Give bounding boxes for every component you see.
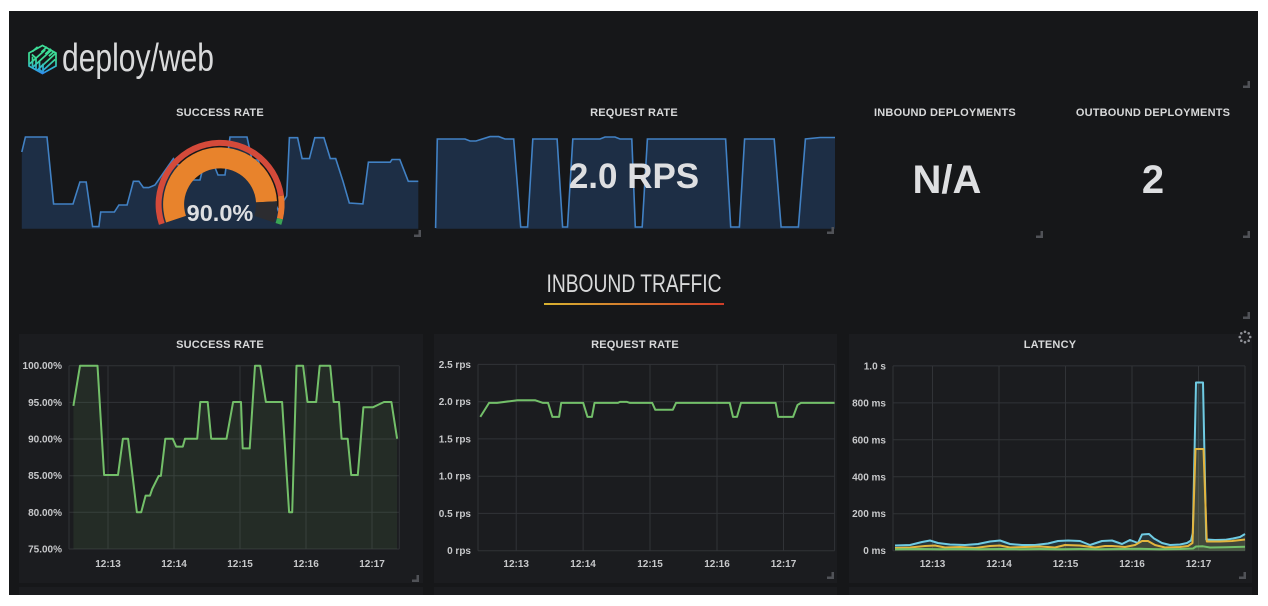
- svg-text:12:17: 12:17: [771, 559, 797, 570]
- svg-text:85.00%: 85.00%: [28, 471, 62, 482]
- svg-text:12:16: 12:16: [1119, 559, 1145, 570]
- svg-text:12:14: 12:14: [161, 559, 187, 570]
- svg-text:1.0 rps: 1.0 rps: [439, 472, 472, 483]
- svg-text:12:15: 12:15: [227, 559, 253, 570]
- svg-text:12:14: 12:14: [986, 559, 1012, 570]
- svg-text:12:13: 12:13: [95, 559, 121, 570]
- svg-text:0 ms: 0 ms: [863, 546, 886, 557]
- svg-text:600 ms: 600 ms: [852, 435, 886, 446]
- svg-text:2.5 rps: 2.5 rps: [439, 360, 472, 371]
- svg-text:12:17: 12:17: [359, 559, 385, 570]
- svg-text:800 ms: 800 ms: [852, 398, 886, 409]
- svg-text:12:16: 12:16: [704, 559, 730, 570]
- svg-text:200 ms: 200 ms: [852, 509, 886, 520]
- svg-text:12:15: 12:15: [1053, 559, 1079, 570]
- svg-text:80.00%: 80.00%: [28, 508, 62, 519]
- svg-text:12:16: 12:16: [293, 559, 319, 570]
- svg-text:12:14: 12:14: [570, 559, 596, 570]
- svg-text:0.5 rps: 0.5 rps: [439, 509, 472, 520]
- svg-text:12:13: 12:13: [920, 559, 946, 570]
- svg-text:400 ms: 400 ms: [852, 472, 886, 483]
- svg-text:12:13: 12:13: [503, 559, 529, 570]
- svg-text:1.5 rps: 1.5 rps: [439, 434, 472, 445]
- svg-text:12:15: 12:15: [637, 559, 663, 570]
- svg-text:2.0 rps: 2.0 rps: [439, 397, 472, 408]
- svg-text:1.0 s: 1.0 s: [864, 361, 887, 372]
- svg-text:100.00%: 100.00%: [23, 361, 63, 372]
- svg-text:12:17: 12:17: [1186, 559, 1212, 570]
- svg-text:75.00%: 75.00%: [28, 545, 62, 556]
- svg-text:95.00%: 95.00%: [28, 398, 62, 409]
- svg-text:90.00%: 90.00%: [28, 435, 62, 446]
- svg-text:0 rps: 0 rps: [447, 546, 471, 557]
